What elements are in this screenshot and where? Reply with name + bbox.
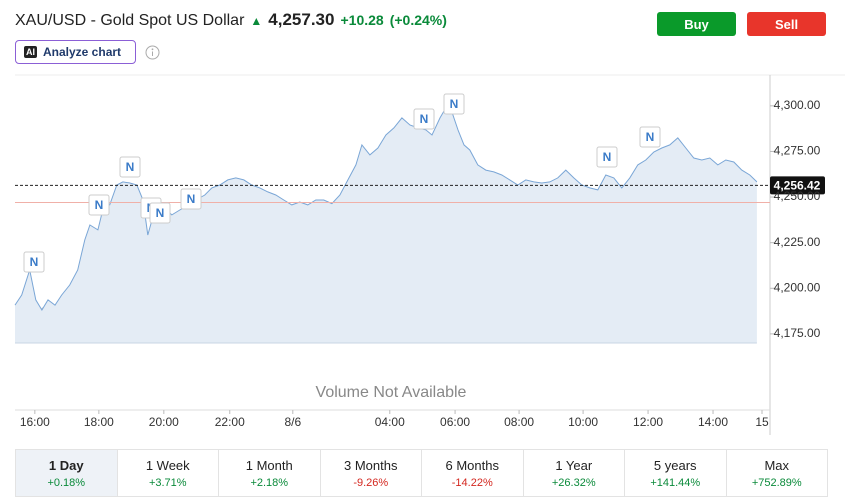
period-label: 1 Week [145, 457, 190, 473]
news-marker-box [180, 188, 202, 210]
x-tick-label: 18:00 [84, 415, 114, 429]
period-change: +752.89% [751, 476, 802, 489]
sell-button[interactable]: Sell [747, 12, 826, 36]
period-change: +26.32% [551, 476, 596, 489]
x-tick-label: 16:00 [20, 415, 50, 429]
y-tick-label: 4,175.00 [774, 326, 821, 340]
news-marker-box [443, 93, 465, 115]
news-marker: N [95, 198, 104, 212]
period-label: Max [764, 457, 790, 473]
period-tab[interactable]: 1 Day +0.18% [16, 450, 118, 496]
period-label: 3 Months [344, 457, 398, 473]
x-tick-label: 8/6 [284, 415, 301, 429]
period-change: -9.26% [353, 476, 389, 489]
info-icon[interactable] [145, 45, 160, 60]
x-tick-label: 20:00 [149, 415, 179, 429]
analyze-button[interactable]: AI Analyze chart [15, 40, 136, 64]
x-tick-label: 15 [755, 415, 769, 429]
period-label: 1 Year [555, 457, 593, 473]
change-pct: (+0.24%) [389, 12, 447, 28]
change: +10.28 [340, 12, 384, 28]
y-tick-label: 4,200.00 [774, 280, 821, 294]
period-change: -14.22% [451, 476, 493, 489]
news-marker-box [23, 251, 45, 273]
period-tab[interactable]: 6 Months -14.22% [422, 450, 524, 496]
current-price-label: 4,256.42 [774, 179, 821, 193]
up-arrow: ▲ [250, 14, 263, 28]
x-tick-label: 10:00 [568, 415, 598, 429]
news-marker-box [413, 108, 435, 130]
news-marker: N [646, 130, 655, 144]
period-label: 5 years [653, 457, 697, 473]
x-tick-label: 12:00 [633, 415, 663, 429]
news-marker-box [149, 202, 171, 224]
period-tab[interactable]: 5 years +141.44% [625, 450, 727, 496]
period-tab[interactable]: 3 Months -9.26% [321, 450, 422, 496]
y-tick-label: 4,225.00 [774, 235, 821, 249]
period-tab[interactable]: 1 Month +2.18% [219, 450, 321, 496]
period-change: +3.71% [148, 476, 187, 489]
buy-button[interactable]: Buy [657, 12, 736, 36]
news-marker: N [126, 160, 135, 174]
area-fill [15, 108, 757, 343]
price-line [14, 107, 758, 311]
chart: Volume Not Available Investing.com4,256.… [14, 74, 845, 435]
period-label: 6 Months [445, 457, 499, 473]
news-marker: N [187, 192, 196, 206]
x-tick-label: 14:00 [698, 415, 728, 429]
news-marker-box [88, 194, 110, 216]
period-tab[interactable]: Max +752.89% [727, 450, 828, 496]
ai-icon: AI [24, 46, 37, 58]
period-change: +2.18% [250, 476, 289, 489]
period-change: +0.18% [47, 476, 86, 489]
x-tick-label: 22:00 [215, 415, 245, 429]
news-marker-box [119, 156, 141, 178]
news-marker: N [603, 150, 612, 164]
y-tick-label: 4,250.00 [774, 189, 821, 203]
period-change: +141.44% [650, 476, 701, 489]
period-tab[interactable]: 1 Week +3.71% [118, 450, 219, 496]
current-price-badge [770, 176, 825, 195]
news-marker-box [596, 146, 618, 168]
period-tabs: 1 Day +0.18% 1 Week +3.71% 1 Month +2.18% 3 Mo… [15, 449, 828, 497]
y-tick-label: 4,300.00 [774, 98, 821, 112]
news-marker: N [156, 206, 165, 220]
x-tick-label: 04:00 [375, 415, 405, 429]
period-label: 1 Day [48, 457, 84, 473]
news-marker: N [420, 112, 429, 126]
news-marker: N [30, 255, 39, 269]
analyze-label: Analyze chart [43, 45, 122, 59]
title: XAU/USD - Gold Spot US Dollar [15, 12, 245, 29]
volume-note: Volume Not Available [316, 384, 467, 401]
period-tab[interactable]: 1 Year +26.32% [524, 450, 625, 496]
price: 4,257.30 [268, 10, 335, 29]
y-tick-label: 4,275.00 [774, 144, 821, 158]
news-marker-box [639, 126, 661, 148]
header: XAU/USD - Gold Spot US Dollar ▲ 4,257.30… [15, 10, 447, 30]
x-tick-label: 06:00 [440, 415, 470, 429]
period-label: 1 Month [245, 457, 293, 473]
news-marker: N [450, 97, 459, 111]
x-tick-label: 08:00 [504, 415, 534, 429]
